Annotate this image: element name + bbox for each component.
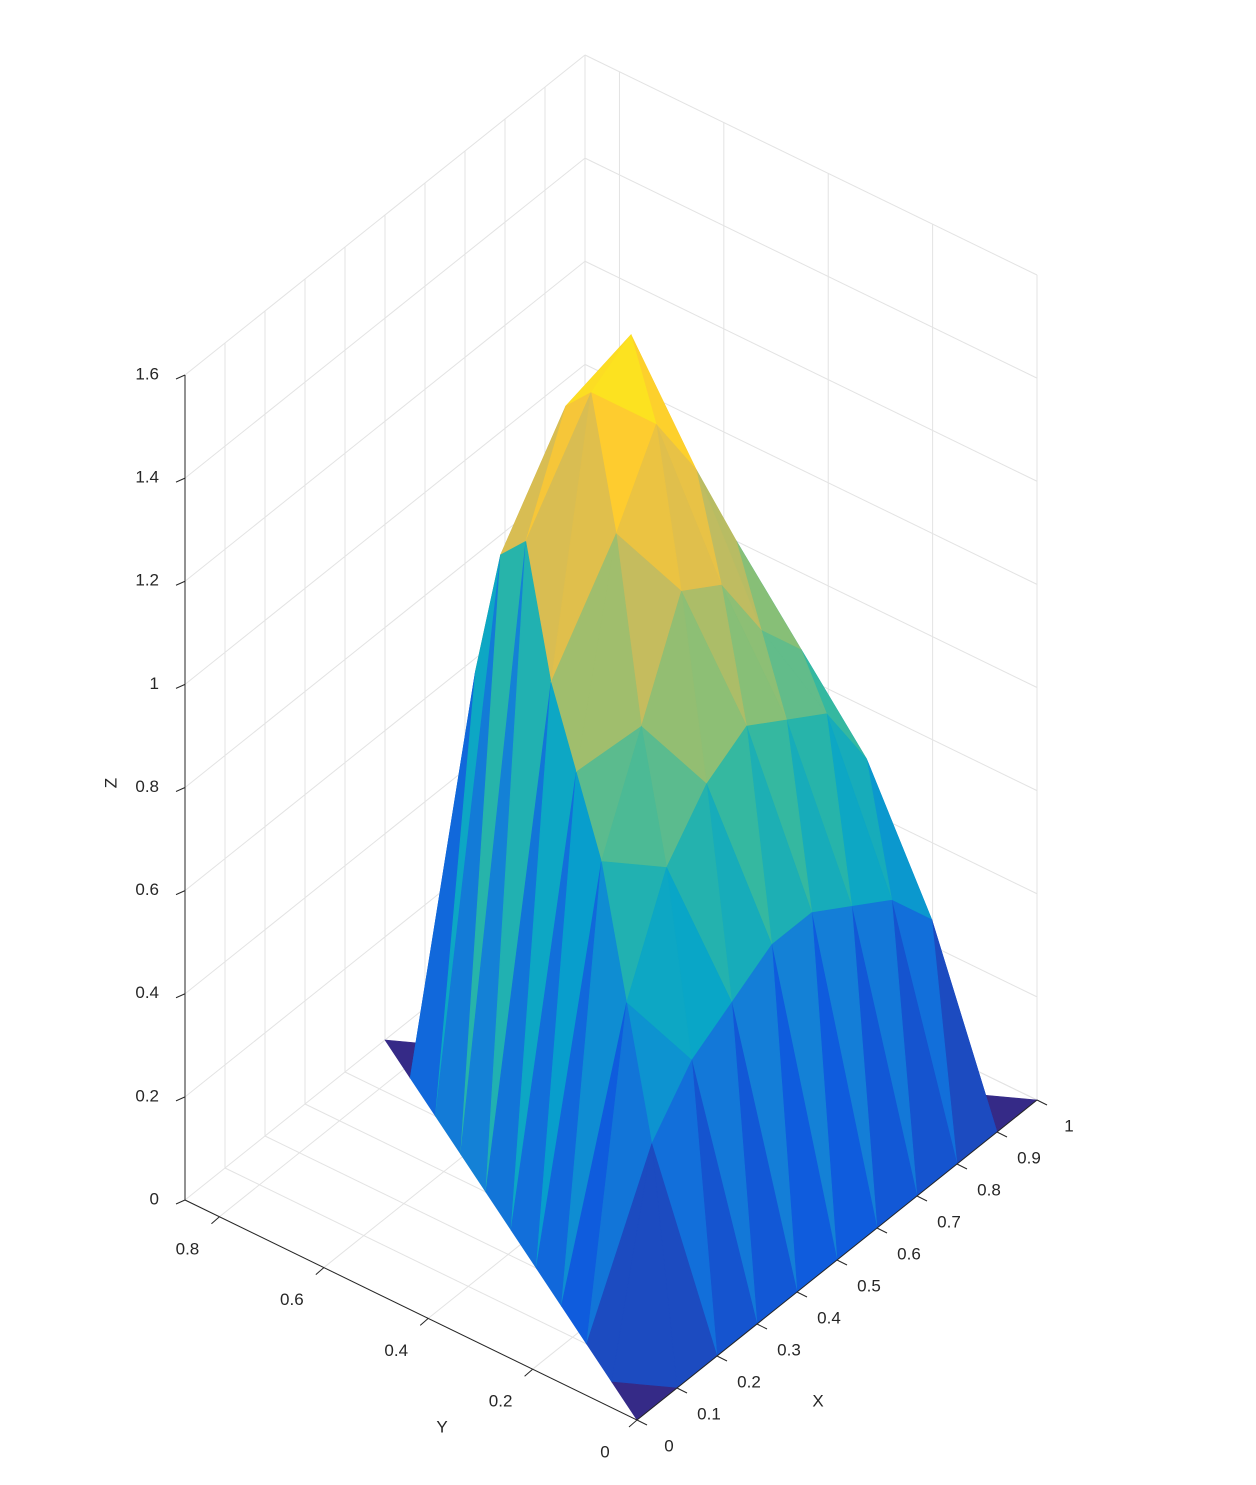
y-tick-label: 0.8 — [176, 1239, 200, 1258]
z-tick — [175, 1096, 186, 1102]
x-tick — [916, 1195, 928, 1202]
x-tick — [716, 1355, 728, 1362]
z-tick-label: 0 — [150, 1189, 159, 1208]
x-tick-label: 0 — [664, 1436, 673, 1455]
z-tick-label: 1.2 — [135, 571, 159, 590]
y-axis-label: Y — [436, 1417, 447, 1436]
grid-line — [184, 54, 586, 376]
x-tick-label: 0.6 — [897, 1244, 921, 1263]
z-tick-label: 0.2 — [135, 1086, 159, 1105]
x-tick — [876, 1227, 888, 1234]
x-tick — [836, 1259, 848, 1266]
y-tick-label: 0.4 — [384, 1341, 408, 1360]
x-tick-label: 0.9 — [1017, 1148, 1041, 1167]
z-tick — [175, 1199, 186, 1205]
y-axis — [184, 1199, 638, 1421]
x-tick — [796, 1291, 808, 1298]
x-axis-label: X — [812, 1391, 823, 1410]
y-tick — [524, 1368, 533, 1377]
z-tick-label: 0.6 — [135, 880, 159, 899]
z-tick-label: 1 — [150, 674, 159, 693]
z-tick — [175, 993, 186, 999]
x-tick-label: 1 — [1064, 1116, 1073, 1135]
x-tick — [956, 1163, 968, 1170]
z-tick — [175, 787, 186, 792]
x-tick-label: 0.8 — [977, 1180, 1001, 1199]
grid-line — [184, 157, 586, 479]
x-tick — [756, 1323, 768, 1330]
x-tick — [996, 1131, 1008, 1138]
x-tick-label: 0.1 — [697, 1404, 721, 1423]
z-tick-label: 0.4 — [135, 983, 159, 1002]
y-tick — [211, 1216, 220, 1225]
x-tick-label: 0.5 — [857, 1276, 881, 1295]
x-tick-label: 0.2 — [737, 1372, 761, 1391]
y-tick — [315, 1267, 325, 1275]
grid-line — [184, 363, 586, 685]
x-tick — [676, 1387, 688, 1394]
x-tick — [636, 1419, 648, 1426]
z-tick — [175, 477, 186, 483]
z-tick-label: 0.8 — [135, 777, 159, 796]
z-tick — [175, 890, 186, 896]
x-tick-label: 0.3 — [777, 1340, 801, 1359]
y-tick — [419, 1318, 429, 1326]
x-tick-label: 0.7 — [937, 1212, 961, 1231]
grid-line — [584, 157, 1038, 379]
z-tick — [175, 683, 186, 689]
grid-line — [584, 54, 1038, 276]
y-tick — [628, 1419, 638, 1428]
z-axis-label: Z — [101, 778, 120, 788]
x-tick — [1036, 1099, 1048, 1106]
z-tick — [175, 374, 186, 380]
x-tick-label: 0.4 — [817, 1308, 841, 1327]
z-tick — [175, 580, 186, 586]
z-tick-label: 1.6 — [135, 364, 159, 383]
z-tick-label: 1.4 — [135, 468, 159, 487]
y-tick-label: 0.2 — [489, 1392, 513, 1411]
grid-line — [184, 260, 586, 582]
y-tick-label: 0 — [600, 1442, 609, 1461]
grid-line — [584, 260, 1038, 482]
y-tick-label: 0.6 — [280, 1290, 304, 1309]
